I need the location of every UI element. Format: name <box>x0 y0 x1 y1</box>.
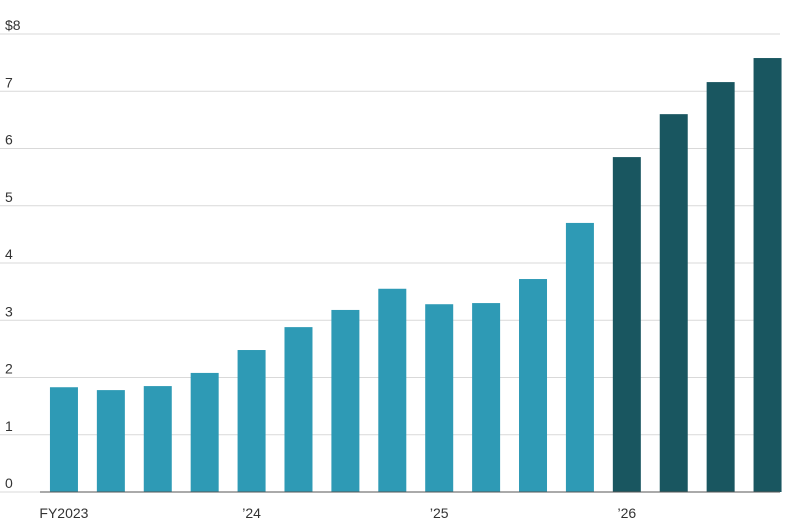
bar <box>190 372 219 492</box>
bar <box>378 288 407 492</box>
y-tick-label: 1 <box>5 418 13 434</box>
bar <box>143 386 172 492</box>
y-tick-label: 2 <box>5 361 13 377</box>
bar <box>565 222 594 493</box>
bar <box>331 309 360 492</box>
bar <box>706 82 735 492</box>
bar <box>659 114 688 493</box>
bar <box>237 350 266 492</box>
x-tick-label: ’25 <box>430 505 449 521</box>
y-tick-label: 3 <box>5 303 13 319</box>
y-tick-label: 6 <box>5 132 13 148</box>
bar <box>753 58 782 493</box>
y-tick-label: 7 <box>5 74 13 90</box>
bar <box>425 304 454 492</box>
y-tick-label: 0 <box>5 475 13 491</box>
y-tick-label: 4 <box>5 246 13 262</box>
x-tick-label: FY2023 <box>39 505 88 521</box>
x-tick-label: ’26 <box>617 505 636 521</box>
y-tick-label: $8 <box>5 17 21 33</box>
bar <box>519 279 548 492</box>
bar <box>96 390 125 492</box>
y-tick-label: 5 <box>5 189 13 205</box>
bar <box>284 327 313 492</box>
bar <box>49 387 78 492</box>
bar <box>612 157 641 492</box>
bar <box>472 303 501 492</box>
x-tick-label: ’24 <box>242 505 261 521</box>
